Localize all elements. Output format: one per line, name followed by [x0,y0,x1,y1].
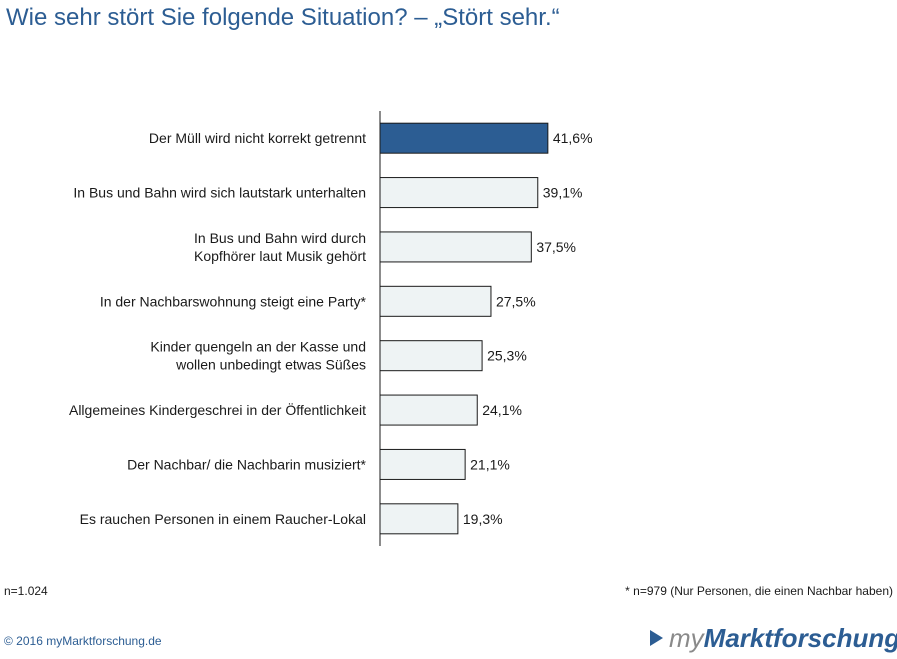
data-label: 27,5% [496,293,536,309]
category-label: Der Müll wird nicht korrekt getrennt [149,130,366,146]
brand-prefix: my [669,622,704,653]
category-label: In der Nachbarswohnung steigt eine Party… [100,293,367,309]
data-label: 25,3% [487,348,527,364]
brand-logo: my Marktforschung [650,623,897,653]
bar [379,448,466,480]
category-label: Kinder quengeln an der Kasse und [150,339,366,355]
copyright-text: © 2016 myMarktforschung.de [4,634,162,648]
chart-title: Wie sehr stört Sie folgende Situation? –… [6,4,560,31]
play-arrow-icon [650,630,663,646]
category-label: Allgemeines Kindergeschrei in der Öffent… [69,401,366,418]
data-label: 41,6% [553,130,593,146]
category-label: wollen unbedingt etwas Süßes [175,357,366,373]
footnote: * n=979 (Nur Personen, die einen Nachbar… [625,584,893,598]
bar [379,285,492,317]
category-label: Kopfhörer laut Musik gehört [194,248,366,264]
category-label: Es rauchen Personen in einem Raucher-Lok… [80,511,366,527]
data-label: 24,1% [482,402,522,418]
data-label: 19,3% [463,511,503,527]
bar [379,177,539,209]
data-label: 39,1% [543,185,583,201]
brand-main: Marktforschung [703,622,897,653]
category-label: In Bus und Bahn wird sich lautstark unte… [73,185,366,201]
data-label: 37,5% [536,239,576,255]
category-label: In Bus und Bahn wird durch [194,230,366,246]
bar-chart: 41,6% Der Müll wird nicht korrekt getrenn… [69,111,593,546]
bar [379,231,532,263]
bar [379,340,483,372]
category-label: Der Nachbar/ die Nachbarin musiziert* [127,456,366,472]
bar [379,503,459,535]
bar [379,394,478,426]
data-label: 21,1% [470,456,510,472]
sample-size-note: n=1.024 [4,584,48,598]
bar [379,122,549,154]
